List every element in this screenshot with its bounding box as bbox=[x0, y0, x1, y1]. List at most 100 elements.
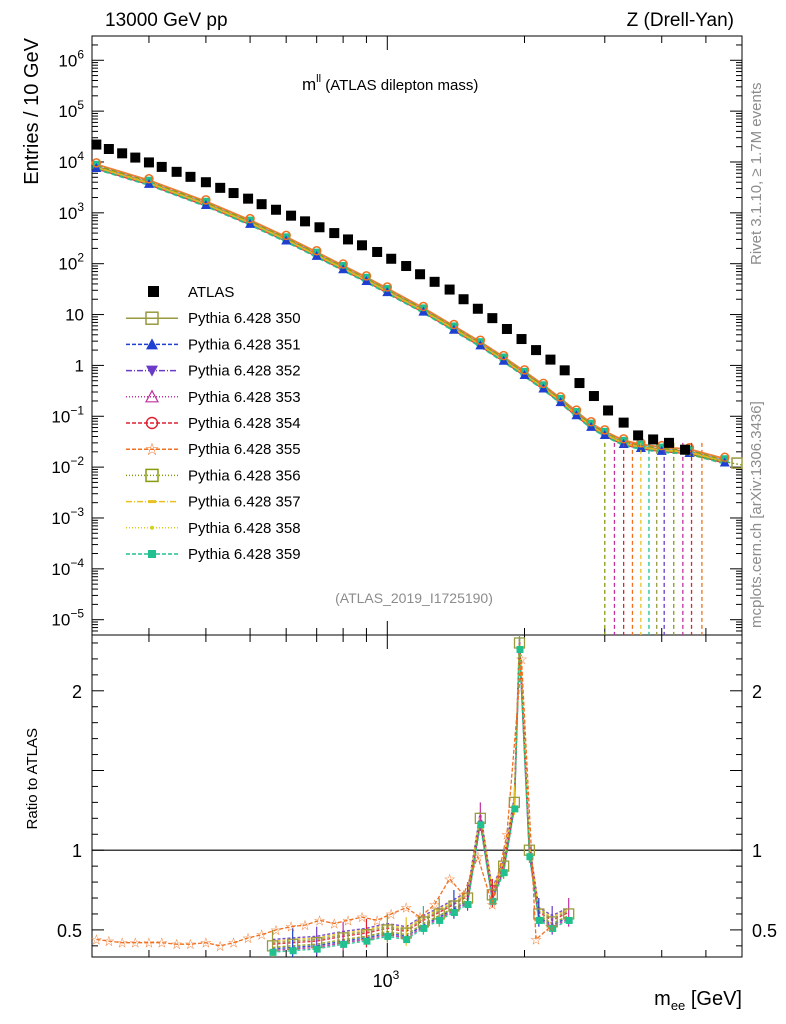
ratio-mc-line bbox=[272, 649, 570, 953]
ratio-mc-line bbox=[272, 646, 570, 950]
analysis-tag: (ATLAS_2019_I1725190) bbox=[335, 590, 493, 606]
mc-point bbox=[281, 230, 291, 241]
atlas-point bbox=[559, 365, 570, 376]
ratio-series-355-point: ☆ bbox=[544, 919, 557, 935]
ratio-series-355-point: ☆ bbox=[200, 935, 213, 951]
atlas-point bbox=[343, 234, 354, 245]
atlas-point bbox=[356, 240, 367, 251]
mc-point bbox=[555, 392, 566, 402]
ratio-tick-label-right: 0.5 bbox=[752, 921, 777, 941]
atlas-point bbox=[458, 294, 469, 305]
legend-marker bbox=[146, 338, 158, 350]
atlas-point bbox=[472, 303, 483, 314]
atlas-point bbox=[501, 323, 512, 334]
atlas-point bbox=[271, 204, 282, 215]
legend-label-atlas: ATLAS bbox=[188, 284, 234, 301]
atlas-point bbox=[603, 405, 614, 416]
legend-marker bbox=[148, 550, 156, 558]
ratio-series-355-point: ☆ bbox=[227, 935, 240, 951]
ratio-series-355-point: ☆ bbox=[443, 871, 456, 887]
legend-marker bbox=[150, 525, 154, 530]
atlas-point bbox=[171, 166, 182, 177]
ratio-series-355-point: ☆ bbox=[299, 917, 312, 933]
ratio-series-355-point: ☆ bbox=[242, 930, 255, 946]
atlas-point bbox=[574, 378, 585, 389]
ratio-series-355-point: ☆ bbox=[143, 935, 156, 951]
y-axis-label-main: Entries / 10 GeV bbox=[21, 37, 43, 184]
mc-point bbox=[475, 335, 486, 346]
mc-point bbox=[731, 457, 743, 469]
y-tick-label: 1 bbox=[75, 356, 84, 375]
ratio-series-355-point: ☆ bbox=[255, 927, 268, 943]
ratio-mc-series: ☆ ☆ ☆ ☆ ☆ ☆ ☆ ☆ ☆ ☆ ☆ ☆ ☆ ☆ ☆ ☆ ☆ ☆ ☆ ☆ ☆ ☆ ☆☆☆☆☆☆☆☆☆☆☆ bbox=[90, 635, 575, 957]
mc-point bbox=[311, 245, 322, 256]
atlas-point bbox=[243, 193, 254, 204]
mc-point bbox=[519, 365, 530, 375]
mc-point bbox=[338, 259, 348, 269]
y-tick-label: 106 bbox=[58, 47, 84, 70]
ratio-series-355-point: ☆ bbox=[214, 938, 227, 954]
ratio-series-355-point: ☆ bbox=[356, 909, 369, 925]
y-tick-label: 10−2 bbox=[51, 454, 84, 477]
ratio-series-355-point: ☆ bbox=[342, 912, 355, 928]
ratio-series-355-point: ☆ bbox=[270, 922, 283, 938]
mc-point bbox=[498, 350, 509, 361]
legend-label: Pythia 6.428 355 bbox=[188, 441, 301, 458]
ratio-mc-point bbox=[289, 947, 297, 955]
atlas-point bbox=[415, 269, 426, 280]
ratio-mc-point bbox=[500, 869, 508, 877]
mc-point bbox=[586, 417, 596, 427]
ratio-mc-point bbox=[526, 853, 534, 861]
ratio-series-355-point: ☆ bbox=[428, 896, 441, 912]
atlas-point bbox=[401, 261, 412, 272]
atlas-point bbox=[444, 284, 455, 295]
atlas-point bbox=[329, 228, 340, 239]
ratio-series-355-point: ☆ bbox=[400, 900, 413, 916]
main-y-ticks: 10−5 10−4 10−3 10−2 10−1 1 10 102 103 104 105 106 bbox=[51, 35, 742, 632]
atlas-point bbox=[130, 152, 141, 163]
ratio-series-355-point: ☆ bbox=[385, 906, 398, 922]
ratio-series-355-point: ☆ bbox=[129, 935, 142, 951]
ratio-series-355-point: ☆ bbox=[313, 912, 326, 928]
ratio-series-355-point: ☆ bbox=[501, 826, 514, 842]
atlas-point bbox=[143, 157, 154, 168]
legend-label: Pythia 6.428 350 bbox=[188, 310, 301, 327]
atlas-point bbox=[516, 334, 527, 345]
atlas-data-points bbox=[91, 139, 691, 455]
ratio-mc-line bbox=[272, 644, 570, 949]
ratio-mc-line bbox=[272, 639, 570, 944]
ratio-mc-point bbox=[464, 901, 472, 909]
atlas-point bbox=[372, 246, 383, 257]
atlas-point bbox=[228, 188, 239, 199]
ratio-mc-point bbox=[511, 805, 519, 813]
legend-marker: ☆ bbox=[144, 440, 159, 459]
ratio-series-355-point: ☆ bbox=[328, 916, 341, 932]
y-tick-label: 10−5 bbox=[51, 607, 84, 630]
mc-point bbox=[600, 425, 610, 435]
legend-label: Pythia 6.428 358 bbox=[188, 520, 301, 537]
atlas-point bbox=[103, 143, 114, 154]
ratio-series-355-point: ☆ bbox=[170, 936, 183, 952]
ratio-plot-frame bbox=[91, 634, 743, 958]
y-tick-label: 103 bbox=[58, 200, 84, 223]
mc-point bbox=[361, 271, 372, 281]
side-text-rivet: Rivet 3.1.10, ≥ 1.7M events bbox=[748, 83, 765, 266]
x-axis-label: mee [GeV] bbox=[654, 988, 742, 1013]
ratio-series-355-point: ☆ bbox=[371, 912, 384, 928]
legend-label: Pythia 6.428 352 bbox=[188, 363, 301, 380]
legend-label: Pythia 6.428 353 bbox=[188, 389, 301, 406]
mc-point bbox=[618, 434, 629, 444]
legend-marker bbox=[144, 389, 160, 403]
ratio-mc-line bbox=[272, 641, 570, 945]
ratio-series-355-point: ☆ bbox=[285, 919, 298, 935]
atlas-point bbox=[185, 171, 196, 182]
ratio-mc-line bbox=[272, 647, 570, 952]
ratio-tick-label-left: 1 bbox=[72, 841, 82, 861]
atlas-point bbox=[633, 430, 644, 441]
ratio-mc-point bbox=[516, 645, 524, 653]
legend-label: Pythia 6.428 351 bbox=[188, 336, 301, 353]
atlas-point bbox=[386, 253, 397, 264]
ratio-mc-point bbox=[340, 940, 348, 948]
ratio-mc-point bbox=[436, 916, 444, 924]
